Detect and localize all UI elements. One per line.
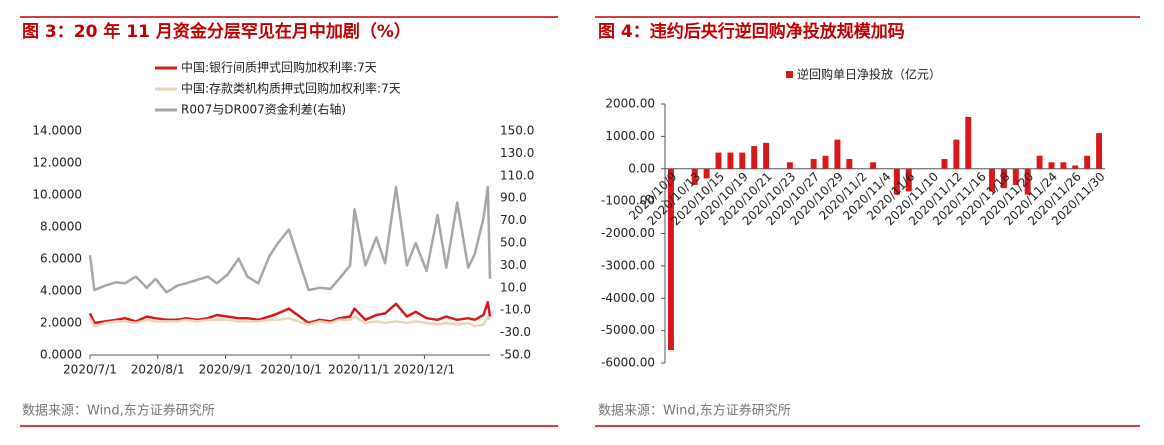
legend-label: R007与DR007资金利差(右轴): [181, 102, 346, 117]
x-tick-label: 2020/10/1: [260, 363, 322, 377]
x-tick-label: 2020/8/1: [131, 363, 185, 377]
y2-tick-label: -30.0: [500, 325, 531, 339]
bar: [763, 142, 770, 169]
bar: [1060, 162, 1067, 169]
y-tick-label: 14.0000: [32, 124, 82, 138]
y-tick-label: 0.0000: [40, 348, 82, 362]
y-tick-label: -1000.00: [601, 194, 655, 208]
y-tick-label: 1000.00: [605, 129, 655, 143]
x-tick-label: 2020/12/1: [394, 363, 456, 377]
bar: [893, 168, 900, 195]
legend-label: 中国:银行间质押式回购加权利率:7天: [181, 60, 377, 75]
bar: [810, 159, 817, 169]
bar: [703, 168, 710, 179]
y-tick-label: 0.00: [628, 161, 655, 175]
bar: [1096, 133, 1103, 169]
bar: [751, 146, 758, 169]
bar: [691, 168, 698, 185]
chart-title: 图 4：违约后央行逆回购净投放规模加码: [598, 21, 905, 42]
source-note: 数据来源：Wind,东方证券研究所: [598, 403, 791, 419]
bar: [870, 162, 877, 169]
y-tick-label: -4000.00: [601, 291, 655, 305]
bar: [1000, 168, 1007, 189]
y2-tick-label: 110.0: [500, 168, 534, 182]
legend-label: 中国:存款类机构质押式回购加权利率:7天: [181, 81, 401, 96]
bar: [941, 159, 948, 169]
y-tick-label: 4.0000: [40, 284, 82, 298]
y-tick-label: 2.0000: [40, 316, 82, 330]
y-tick-label: 12.0000: [32, 156, 82, 170]
x-tick-label: 2020/11/1: [328, 363, 390, 377]
bar: [989, 168, 995, 192]
y-tick-label: -5000.00: [601, 323, 655, 337]
y2-tick-label: 30.0: [500, 258, 527, 272]
y2-tick-label: -50.0: [500, 348, 531, 362]
bar: [965, 116, 972, 169]
bar: [1084, 155, 1091, 169]
bar: [822, 155, 829, 169]
bar: [715, 152, 722, 169]
chart-title: 图 3：20 年 11 月资金分层罕见在月中加剧（%）: [22, 21, 411, 42]
y-tick-label: 6.0000: [40, 252, 82, 266]
y2-tick-label: 90.0: [500, 191, 527, 205]
bar: [834, 139, 841, 169]
legend-swatch: [786, 71, 793, 78]
bar: [1048, 162, 1055, 169]
y-tick-label: 10.0000: [32, 188, 82, 202]
y-tick-label: -2000.00: [601, 226, 655, 240]
y2-tick-label: 50.0: [500, 236, 527, 250]
bar: [1012, 168, 1019, 185]
bar: [727, 152, 734, 169]
y2-tick-label: 150.0: [500, 124, 534, 138]
bar: [1024, 168, 1031, 195]
y-tick-label: -3000.00: [601, 258, 655, 272]
y-tick-label: -6000.00: [601, 356, 655, 370]
y-tick-label: 2000.00: [605, 97, 655, 111]
source-note: 数据来源：Wind,东方证券研究所: [22, 403, 215, 419]
series-line: [88, 185, 492, 294]
bar: [739, 152, 746, 169]
x-tick-label: 2020/9/1: [199, 363, 253, 377]
y-tick-label: 8.0000: [40, 220, 82, 234]
series-line: [88, 315, 492, 328]
x-tick-label: 2020/7/1: [63, 363, 117, 377]
bar: [846, 159, 853, 169]
bar: [667, 168, 674, 351]
bar: [1072, 165, 1079, 169]
y2-tick-label: 70.0: [500, 213, 527, 227]
y2-tick-label: -10.0: [500, 303, 531, 317]
legend-label: 逆回购单日净投放（亿元）: [797, 67, 941, 82]
bar: [786, 162, 793, 169]
bar: [1036, 155, 1043, 169]
y2-tick-label: 10.0: [500, 280, 527, 294]
series-line: [88, 300, 492, 325]
bar: [953, 139, 960, 169]
y2-tick-label: 130.0: [500, 146, 534, 160]
bar: [905, 168, 912, 192]
